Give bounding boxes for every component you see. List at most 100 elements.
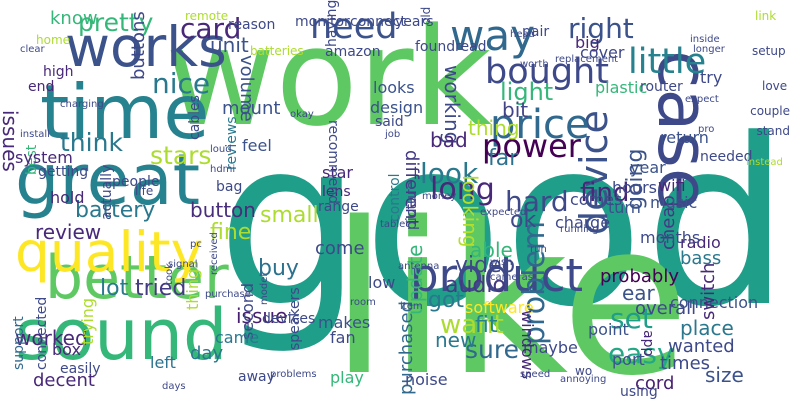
word-life: life bbox=[135, 184, 154, 198]
word-bought: bought bbox=[485, 52, 609, 92]
word-bit: bit bbox=[502, 98, 529, 122]
word-product: product bbox=[410, 249, 584, 302]
word-antenna: antenna bbox=[398, 261, 440, 272]
word-router: router bbox=[640, 79, 683, 95]
word-found: found bbox=[415, 39, 456, 55]
word-connected: connected bbox=[34, 296, 50, 370]
word-point: point bbox=[588, 320, 629, 339]
word-way: way bbox=[450, 11, 535, 60]
word-getting: getting bbox=[38, 164, 89, 180]
word-head: head bbox=[510, 29, 535, 40]
word-days: days bbox=[162, 381, 186, 392]
word-place: place bbox=[680, 316, 734, 340]
word-model: model bbox=[259, 273, 270, 305]
word-tablet: tablet bbox=[380, 219, 410, 230]
word-worked: worked bbox=[15, 326, 88, 350]
word-makes: makes bbox=[318, 313, 371, 332]
word-lens: lens bbox=[322, 184, 351, 200]
word-purchase: purchase bbox=[205, 289, 251, 300]
word-control: control bbox=[387, 173, 403, 222]
word-little: little bbox=[628, 42, 707, 82]
word-money: money bbox=[422, 191, 457, 202]
word-big: big bbox=[575, 33, 600, 52]
word-video: video bbox=[455, 253, 516, 278]
word-recommend: recommend bbox=[325, 120, 341, 204]
word-support: support bbox=[11, 316, 27, 370]
word-hours: hours bbox=[612, 178, 657, 197]
word-cord: cord bbox=[635, 373, 675, 394]
word-switch: switch bbox=[698, 262, 719, 320]
word-received: received bbox=[209, 232, 220, 275]
word-battery: battery bbox=[75, 198, 156, 223]
word-try: try bbox=[700, 68, 723, 87]
word-looks: looks bbox=[373, 78, 415, 97]
word-people: people bbox=[112, 174, 160, 190]
word-left: left bbox=[150, 353, 176, 372]
word-good: good bbox=[216, 91, 790, 358]
word-buttons: buttons bbox=[128, 11, 149, 80]
word-couple: couple bbox=[750, 104, 790, 118]
word-better: better bbox=[45, 243, 229, 313]
word-signal: signal bbox=[168, 259, 198, 270]
word-quality: quality bbox=[15, 220, 204, 284]
word-review: review bbox=[35, 220, 102, 244]
word-using: using bbox=[620, 384, 658, 400]
word-feel: feel bbox=[242, 136, 272, 155]
word-pro: pro bbox=[698, 124, 715, 135]
word-hard: hard bbox=[505, 185, 569, 218]
word-price: price bbox=[490, 102, 590, 148]
word-cameras: cameras bbox=[490, 272, 533, 283]
word-ok: ok bbox=[510, 208, 537, 233]
word-comes: comes bbox=[570, 190, 623, 209]
word-probably: probably bbox=[600, 266, 679, 287]
word-sure: sure bbox=[465, 335, 519, 364]
word-came: came bbox=[215, 328, 260, 347]
word-old: old bbox=[419, 6, 433, 25]
word-year: year bbox=[630, 158, 666, 177]
word-buy: buy bbox=[258, 256, 299, 281]
word-plastic: plastic bbox=[595, 78, 648, 97]
word-running: running bbox=[560, 224, 599, 235]
word-hold: hold bbox=[50, 188, 85, 207]
word-reason: reason bbox=[228, 17, 276, 33]
word-connection: connection bbox=[670, 293, 759, 312]
word-got: got bbox=[428, 288, 465, 313]
word-ear: ear bbox=[622, 281, 655, 305]
word-fan: fan bbox=[330, 328, 356, 347]
word-instead: instead bbox=[746, 157, 783, 168]
word-long: long bbox=[430, 172, 495, 207]
word-set: set bbox=[610, 302, 653, 335]
word-low: low bbox=[368, 273, 396, 292]
word-end: end bbox=[28, 79, 55, 95]
word-replacement: replacement bbox=[555, 54, 619, 65]
word-fine: fine bbox=[210, 220, 252, 245]
word-said: said bbox=[375, 114, 404, 130]
word-nice: nice bbox=[152, 67, 211, 100]
word-loud: loud bbox=[210, 144, 232, 155]
word-item: item bbox=[400, 301, 423, 312]
word-hdmi: hdmi bbox=[210, 164, 236, 175]
word-needed: needed bbox=[700, 149, 753, 165]
word-day: day bbox=[190, 343, 224, 364]
word-music: music bbox=[650, 193, 698, 212]
word-run: run bbox=[530, 244, 547, 255]
word-pc: pc bbox=[190, 239, 202, 250]
word-amazon: amazon bbox=[325, 44, 381, 60]
word-light: light bbox=[500, 78, 554, 106]
word-audio: audio bbox=[445, 273, 506, 298]
word-remote: remote bbox=[185, 9, 229, 23]
word-radio: radio bbox=[680, 233, 721, 252]
word-longer: longer bbox=[693, 44, 725, 55]
word-wo: wo bbox=[575, 364, 593, 378]
word-port: port bbox=[612, 350, 645, 369]
word-job: job bbox=[385, 129, 401, 140]
word-link: link bbox=[755, 9, 777, 23]
word-charge: charge bbox=[555, 213, 611, 232]
word-having: having bbox=[324, 0, 340, 48]
word-lot: lot bbox=[100, 276, 129, 301]
word-charging: charging bbox=[60, 99, 104, 110]
word-pair: pair bbox=[522, 24, 550, 40]
word-issue: issue bbox=[236, 304, 288, 328]
word-pretty: pretty bbox=[78, 8, 154, 37]
word-times: times bbox=[660, 353, 711, 374]
